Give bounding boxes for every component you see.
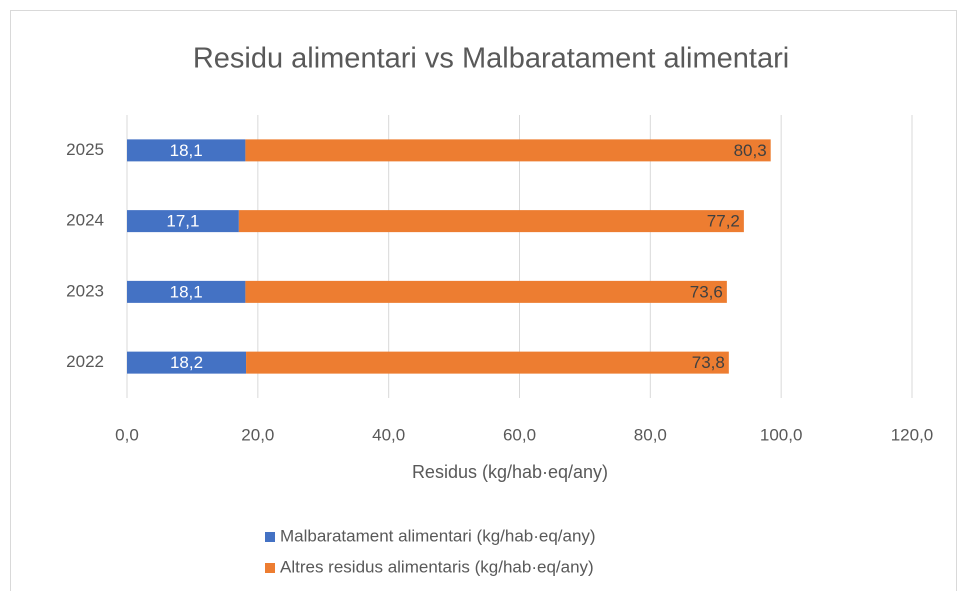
- y-tick-label: 2024: [66, 211, 104, 230]
- data-label: 73,8: [692, 353, 725, 372]
- x-tick-label: 100,0: [760, 425, 803, 444]
- data-label: 18,2: [170, 353, 203, 372]
- x-axis-label: Residus (kg/hab·eq/any): [412, 462, 608, 482]
- data-label: 18,1: [170, 282, 203, 301]
- x-tick-label: 20,0: [241, 425, 274, 444]
- bar-segment: [245, 280, 727, 303]
- x-tick-label: 120,0: [891, 425, 934, 444]
- bar-segment: [238, 210, 744, 233]
- x-tick-label: 0,0: [115, 425, 139, 444]
- data-label: 80,3: [734, 141, 767, 160]
- data-label: 18,1: [170, 141, 203, 160]
- data-label: 77,2: [707, 212, 740, 231]
- legend-swatch: [265, 563, 275, 573]
- x-tick-label: 60,0: [503, 425, 536, 444]
- data-label: 73,6: [690, 282, 723, 301]
- y-tick-label: 2025: [66, 140, 104, 159]
- bar-segment: [245, 139, 771, 162]
- x-tick-label: 40,0: [372, 425, 405, 444]
- y-tick-label: 2023: [66, 281, 104, 300]
- legend-label: Malbaratament alimentari (kg/hab·eq/any): [280, 526, 596, 545]
- bar-segment: [246, 351, 729, 374]
- bar-segment: [127, 210, 239, 233]
- x-tick-label: 80,0: [634, 425, 667, 444]
- data-label: 17,1: [166, 212, 199, 231]
- legend-swatch: [265, 532, 275, 542]
- chart-title: Residu alimentari vs Malbaratament alime…: [193, 43, 789, 75]
- bar-segment: [127, 139, 246, 162]
- bar-segment: [127, 280, 246, 303]
- bar-segment: [127, 351, 247, 374]
- y-tick-label: 2022: [66, 352, 104, 371]
- legend-label: Altres residus alimentaris (kg/hab·eq/an…: [280, 557, 594, 576]
